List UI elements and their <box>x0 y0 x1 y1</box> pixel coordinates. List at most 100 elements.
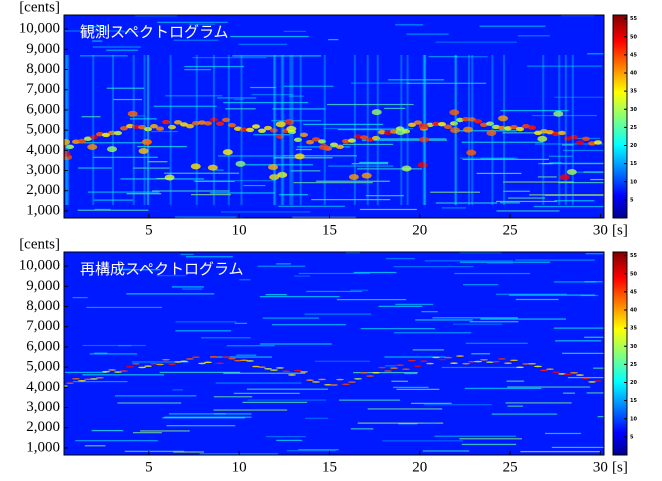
texture <box>413 349 444 350</box>
texture <box>80 55 128 56</box>
x-unit: [s] <box>612 459 628 475</box>
texture <box>339 400 400 401</box>
texture <box>500 202 520 203</box>
texture <box>240 55 242 205</box>
texture <box>510 360 518 362</box>
texture <box>503 191 530 192</box>
y-tick-label: 5,000 <box>26 359 60 375</box>
texture <box>214 396 252 397</box>
texture <box>213 409 287 410</box>
y-tick-label: 7,000 <box>26 81 60 97</box>
colorbar-tick-label: 15 <box>630 161 637 167</box>
texture <box>491 55 493 205</box>
texture <box>168 125 176 129</box>
texture <box>463 159 549 160</box>
texture <box>487 262 513 263</box>
texture <box>213 55 215 205</box>
texture <box>258 266 306 267</box>
texture <box>284 155 357 156</box>
colorbar-tick-label: 25 <box>630 125 637 131</box>
texture <box>252 94 294 95</box>
texture <box>418 162 428 168</box>
texture <box>60 139 70 145</box>
texture <box>268 164 278 170</box>
texture <box>273 55 275 205</box>
texture <box>378 306 422 307</box>
texture <box>336 379 344 381</box>
x-tick-label: 10 <box>232 222 247 238</box>
texture <box>552 371 560 373</box>
texture <box>426 363 434 365</box>
texture <box>65 372 107 373</box>
texture <box>82 116 101 117</box>
texture <box>388 79 444 80</box>
texture <box>470 321 519 322</box>
y-tick-label: 6,000 <box>26 101 60 117</box>
texture <box>305 418 328 419</box>
texture <box>594 140 602 144</box>
texture <box>264 368 272 370</box>
texture <box>147 55 149 205</box>
texture <box>582 137 590 141</box>
texture <box>243 185 265 186</box>
texture <box>386 258 415 259</box>
texture <box>454 56 487 57</box>
texture <box>576 374 584 376</box>
texture <box>396 389 439 390</box>
texture <box>366 195 404 196</box>
panel-title: 観測スペクトログラム <box>80 23 229 41</box>
texture <box>266 294 287 295</box>
texture <box>78 167 112 168</box>
y-tick-label: 8,000 <box>26 298 60 314</box>
texture <box>507 406 523 407</box>
texture <box>78 210 149 211</box>
texture <box>515 260 595 261</box>
colorbar <box>613 15 627 218</box>
texture <box>210 192 275 193</box>
y-tick-label: 4,000 <box>26 142 60 158</box>
texture <box>94 353 107 354</box>
texture <box>492 361 500 363</box>
texture <box>234 99 244 100</box>
texture <box>228 55 230 205</box>
texture <box>128 111 138 117</box>
texture <box>454 273 530 274</box>
texture <box>258 366 266 368</box>
texture <box>481 158 515 159</box>
texture <box>319 144 329 150</box>
texture <box>140 430 190 431</box>
texture <box>126 293 214 294</box>
texture <box>567 169 577 175</box>
texture <box>276 440 302 441</box>
texture <box>576 141 584 145</box>
texture <box>175 321 236 322</box>
texture <box>114 371 122 373</box>
y-tick-label: 2,000 <box>26 182 60 198</box>
x-tick-label: 5 <box>145 459 153 475</box>
texture <box>216 362 224 364</box>
y-tick-label: 3,000 <box>26 399 60 415</box>
texture <box>462 363 470 365</box>
texture <box>377 55 379 205</box>
texture <box>305 314 372 315</box>
y-tick-label: 10,000 <box>19 21 60 37</box>
texture <box>466 150 476 156</box>
texture <box>238 44 286 45</box>
texture <box>162 120 170 124</box>
texture <box>385 365 396 366</box>
texture <box>266 436 306 437</box>
texture <box>315 361 370 362</box>
texture <box>144 365 152 367</box>
texture <box>518 35 550 36</box>
texture <box>295 153 305 159</box>
texture <box>248 399 326 400</box>
texture <box>125 451 184 452</box>
texture <box>96 377 104 379</box>
texture <box>173 389 184 390</box>
texture <box>537 136 547 142</box>
texture <box>132 363 140 365</box>
texture <box>312 381 320 383</box>
colorbar-tick-label: 20 <box>630 143 637 149</box>
texture <box>393 266 473 267</box>
texture <box>86 307 162 308</box>
